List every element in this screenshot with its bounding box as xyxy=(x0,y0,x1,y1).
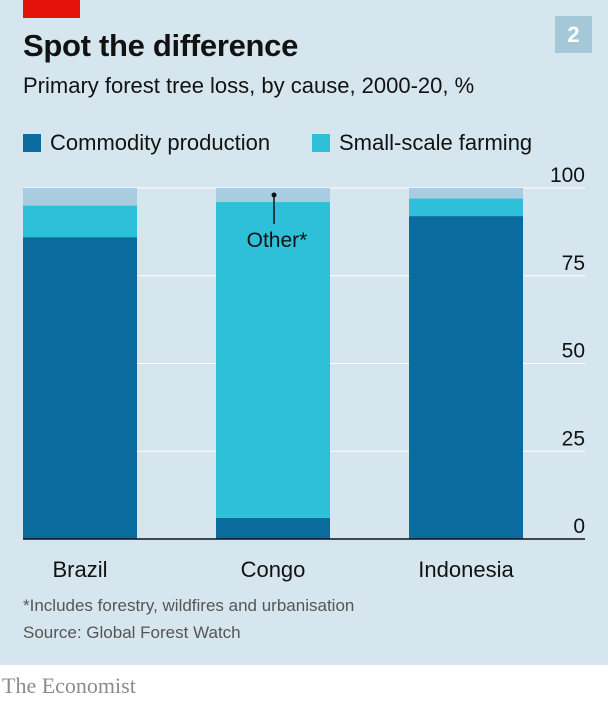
source-note: Source: Global Forest Watch xyxy=(23,623,241,642)
legend-label-small-scale-farming: Small-scale farming xyxy=(339,130,533,155)
bar-indonesia-small-scale-farming xyxy=(409,198,523,217)
y-tick-label-75: 75 xyxy=(562,252,585,275)
bar-indonesia-commodity-production xyxy=(409,216,523,539)
legend-item-small-scale-farming: Small-scale farming xyxy=(312,130,532,156)
category-label-congo: Congo xyxy=(241,557,306,582)
stacked-bar-chart: Brazil Congo Other* Indonesia 0 25 50 75 100 xyxy=(23,164,585,582)
y-tick-label-0: 0 xyxy=(573,515,585,538)
legend-swatch-small-scale-farming xyxy=(312,134,330,152)
chart-number-badge: 2 xyxy=(555,16,592,53)
bar-brazil-other xyxy=(23,188,137,206)
legend-item-commodity: Commodity production xyxy=(23,130,270,156)
annotation-label: Other* xyxy=(247,229,308,252)
chart-title: Spot the difference xyxy=(23,28,299,63)
bar-brazil-commodity-production xyxy=(23,237,137,539)
brand-red-tag xyxy=(23,0,80,18)
y-tick-label-25: 25 xyxy=(562,427,585,450)
bar-brazil-small-scale-farming xyxy=(23,205,137,238)
legend-label-commodity: Commodity production xyxy=(50,130,271,155)
category-label-indonesia: Indonesia xyxy=(418,557,514,582)
chart-subtitle: Primary forest tree loss, by cause, 2000… xyxy=(23,73,475,98)
y-tick-label-50: 50 xyxy=(562,340,585,363)
footnote: *Includes forestry, wildfires and urbani… xyxy=(23,596,355,615)
category-label-brazil: Brazil xyxy=(52,557,107,582)
bar-indonesia-other xyxy=(409,188,523,199)
legend-swatch-commodity xyxy=(23,134,41,152)
bar-congo-small-scale-farming xyxy=(216,202,330,518)
bar-congo-commodity-production xyxy=(216,517,330,539)
y-tick-label-100: 100 xyxy=(550,164,585,187)
publisher-logo: The Economist xyxy=(2,673,136,698)
